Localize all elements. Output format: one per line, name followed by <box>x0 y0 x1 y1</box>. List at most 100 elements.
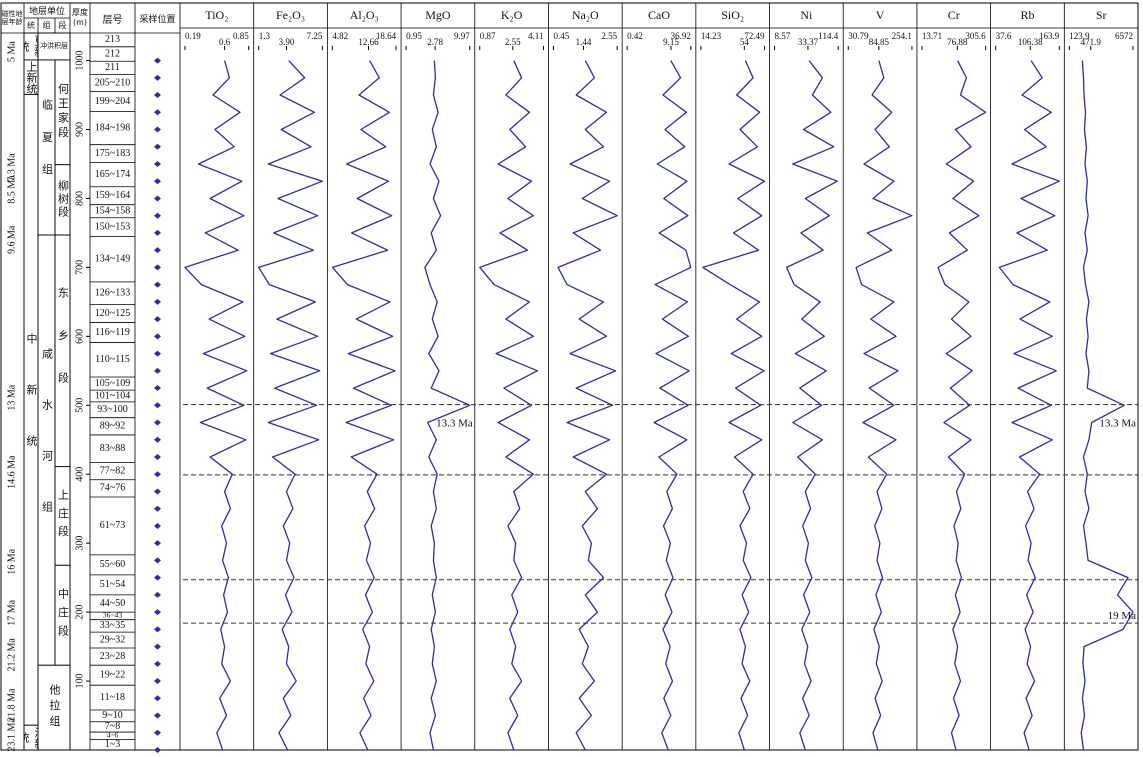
sample-marker <box>154 298 161 305</box>
element-name: Cr <box>948 8 960 22</box>
layer-label: 61~73 <box>100 520 125 531</box>
layer-label: 105~109 <box>95 378 130 389</box>
y-tick-label: 100 <box>74 674 85 689</box>
element-name: Fe₂O₃ <box>276 8 305 22</box>
sample-marker <box>154 729 161 736</box>
x-tick-label: 37.6 <box>996 31 1012 41</box>
unit-label-box: 上新统 <box>25 60 38 94</box>
y-tick-label: 800 <box>74 191 85 206</box>
sample-marker <box>154 367 161 374</box>
element-name: V <box>876 8 885 22</box>
unit-label: 中新统 <box>25 333 38 487</box>
age-label: 17 Ma <box>6 599 17 625</box>
layer-label: 29~32 <box>100 634 125 645</box>
sample-marker <box>154 505 161 512</box>
unit-label-box: 冲洪积层 <box>40 42 68 50</box>
strat-header-box: 地层单位 <box>29 7 65 17</box>
member-header-box: 段 <box>58 21 67 30</box>
layer-label: 159~164 <box>95 190 130 201</box>
layer-label: 101~104 <box>95 390 130 401</box>
y-tick-label: 400 <box>74 467 85 482</box>
unit-box <box>54 564 71 666</box>
unit-label: 渐新统 <box>24 726 38 749</box>
x-tick-label: 30.79 <box>848 31 869 41</box>
sample-marker <box>154 281 161 288</box>
layer-label: 89~92 <box>100 421 125 432</box>
x-tick-label: 8.57 <box>775 31 791 41</box>
age-label: 21.8 Ma <box>6 688 17 722</box>
sample-marker <box>154 436 161 443</box>
x-tick-label: 9.15 <box>663 37 679 47</box>
sample-marker <box>154 419 161 426</box>
unit-label-box: 他拉组 <box>48 684 61 731</box>
y-tick-label: 500 <box>74 398 85 413</box>
unit-label: 他拉组 <box>48 684 61 731</box>
element-name: K₂O <box>501 8 523 22</box>
x-tick-label: 1.3 <box>259 31 271 41</box>
layer-header: 层号 <box>102 14 123 26</box>
x-tick-label: 0.19 <box>185 31 201 41</box>
layer-label: 55~60 <box>100 559 125 570</box>
sample-marker <box>154 402 161 409</box>
sample-marker <box>154 488 161 495</box>
unit-label-box: 临夏组 <box>40 99 54 196</box>
element-curve <box>937 60 987 751</box>
unit-label-box: 更新统 <box>24 35 38 58</box>
sample-marker <box>154 522 161 529</box>
unit-label: 上新统 <box>25 60 38 94</box>
age-header-box: 磁性地层年龄 <box>2 10 23 26</box>
annotation: 13.3 Ma <box>436 417 473 429</box>
x-tick-label: 0.42 <box>627 31 643 41</box>
x-tick-label: 9.97 <box>454 31 470 41</box>
unit-label: 临夏组 <box>40 99 54 196</box>
sample-marker <box>154 178 161 185</box>
age-label: 8.5 Ma <box>6 175 17 204</box>
thickness-header: 厚度(m) <box>72 8 88 27</box>
group-header: 组 <box>42 21 51 30</box>
element-name: Sr <box>1096 8 1107 22</box>
unit-label: 中庄段 <box>56 587 70 643</box>
element-curve <box>557 60 618 751</box>
sample-marker <box>154 264 161 271</box>
element-curve <box>479 60 539 751</box>
sample-marker <box>154 540 161 547</box>
unit-label-box: 何王家段 <box>57 83 70 141</box>
y-tick-label: 1000 <box>74 51 85 71</box>
sample-marker <box>154 557 161 564</box>
x-tick-label: 4.82 <box>332 31 348 41</box>
element-name: Na₂O <box>572 8 599 22</box>
layer-label: 175~183 <box>95 148 130 159</box>
unit-label: 更新统 <box>24 35 38 58</box>
member-header: 段 <box>58 21 67 30</box>
layer-label: 51~54 <box>100 579 125 590</box>
layer-label: 44~50 <box>100 598 125 609</box>
x-tick-label: 123.9 <box>1069 31 1090 41</box>
layer-label: 19~22 <box>100 669 125 680</box>
layer-label: 205~210 <box>95 77 130 88</box>
element-curve <box>653 60 692 751</box>
layer-label: 1~3 <box>105 739 120 750</box>
layer-label: 126~133 <box>95 288 130 299</box>
unit-label-box: 东乡段 <box>57 287 70 414</box>
unit-label-box: 咸水河组 <box>40 348 54 553</box>
x-tick-label: 254.1 <box>892 31 912 41</box>
element-curve <box>702 60 766 751</box>
y-tick-label: 200 <box>74 605 85 620</box>
unit-label: 柳树段 <box>56 180 70 220</box>
sample-marker <box>154 453 161 460</box>
element-curve <box>424 60 471 751</box>
element-name: Al₂O₃ <box>350 8 379 22</box>
element-curve <box>785 60 838 751</box>
age-label: 13 Ma <box>6 384 17 410</box>
layer-label: 150~153 <box>95 221 130 232</box>
x-tick-label: 72.49 <box>744 31 765 41</box>
x-tick-label: 0.85 <box>233 31 249 41</box>
unit-label: 咸水河组 <box>40 348 54 553</box>
sample-marker <box>154 712 161 719</box>
group-header-box: 组 <box>42 21 51 30</box>
element-curve <box>331 60 396 751</box>
x-tick-label: 2.78 <box>427 37 443 47</box>
layer-label: 134~149 <box>95 253 130 264</box>
sample-marker <box>154 126 161 133</box>
